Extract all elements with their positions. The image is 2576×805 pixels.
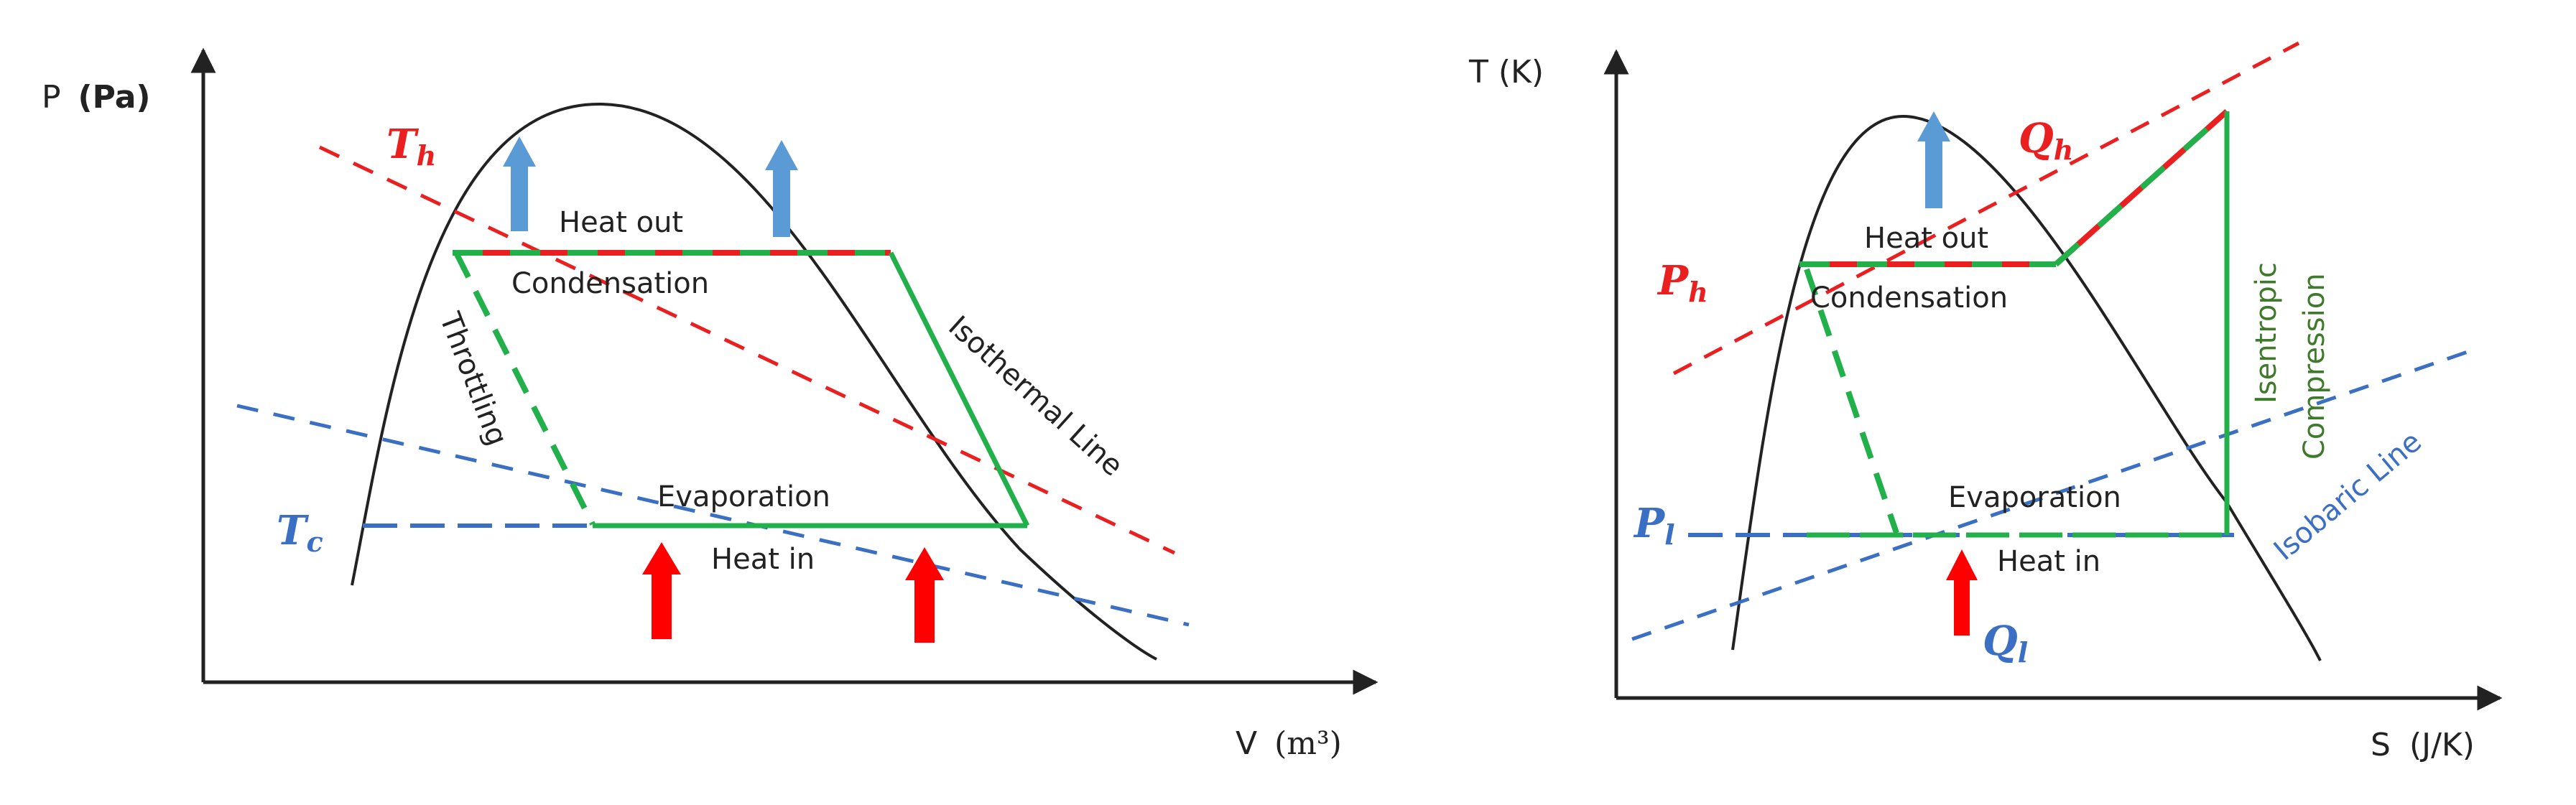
ts-x-axis-label: S (J/K)	[2371, 727, 2475, 763]
pv-hot-temperature-label: Th	[386, 121, 436, 172]
pv-cold-isotherm	[236, 404, 1190, 627]
ts-hot-pressure-label: Ph	[1657, 257, 1708, 308]
pv-heat-out-label: Heat out	[559, 206, 683, 239]
pv-x-axis-label: V (m³)	[1236, 725, 1342, 762]
ts-isobaric-line-label: Isobaric Line	[2268, 425, 2428, 567]
pv-y-axis-unit: (Pa)	[78, 79, 151, 116]
ts-heat-out-label: Heat out	[1864, 222, 1988, 255]
ts-cold-isobar	[1631, 350, 2468, 641]
pv-compression-path	[888, 251, 1030, 527]
pv-y-axis-symbol: P	[42, 79, 61, 116]
pv-condensation-label: Condensation	[511, 267, 709, 300]
ts-hot-isobar	[1672, 41, 2300, 376]
pv-y-axis-label: P (Pa)	[42, 79, 151, 116]
ts-compression-label: Compression	[2298, 273, 2331, 460]
pv-hot-isotherm	[318, 145, 1176, 555]
pv-heat-out-arrow-left	[503, 136, 536, 231]
ts-heat-in-label: Heat in	[1997, 545, 2100, 578]
pv-x-axis-symbol: V	[1236, 725, 1257, 762]
ts-hot-heat-label: Qh	[2019, 115, 2073, 166]
ts-desuperheat-line-green	[2054, 109, 2229, 266]
pv-x-axis-unit: (m³)	[1274, 725, 1342, 762]
ts-isentropic-label: Isentropic	[2250, 262, 2283, 404]
ts-throttling-path	[1804, 268, 1899, 534]
ts-low-pressure-label: Pl	[1633, 500, 1675, 551]
ts-condensation-label: Condensation	[1810, 281, 2008, 315]
ts-x-axis-symbol: S	[2371, 727, 2391, 763]
pv-evaporation-label: Evaporation	[657, 480, 830, 513]
ts-heat-out-arrow	[1917, 111, 1950, 208]
ts-saturation-dome	[1731, 114, 2322, 661]
ts-diagram: T (K) S (J/K) Qh	[1468, 41, 2503, 763]
pv-heat-in-label: Heat in	[711, 543, 815, 576]
ts-y-axis-label: T (K)	[1468, 54, 1544, 90]
pv-diagram: P (Pa) V (m³) Th	[42, 47, 1379, 762]
pv-heat-in-arrow-right	[905, 547, 944, 643]
ts-evaporation-label: Evaporation	[1948, 481, 2121, 514]
ts-heat-in-arrow	[1946, 549, 1978, 636]
pv-cold-temperature-label: Tc	[277, 507, 323, 558]
ts-y-axis-unit: (K)	[1498, 54, 1544, 90]
ts-y-axis-symbol: T	[1468, 54, 1488, 90]
pv-saturation-dome	[351, 102, 1157, 661]
ts-x-axis-unit: (J/K)	[2409, 727, 2475, 763]
pv-throttling-label: Throttling	[432, 307, 514, 450]
pv-throttling-path	[453, 251, 596, 526]
pv-heat-out-arrow-right	[765, 140, 798, 237]
ts-low-heat-label: Ql	[1983, 618, 2028, 669]
pv-heat-in-arrow-left	[642, 542, 681, 639]
